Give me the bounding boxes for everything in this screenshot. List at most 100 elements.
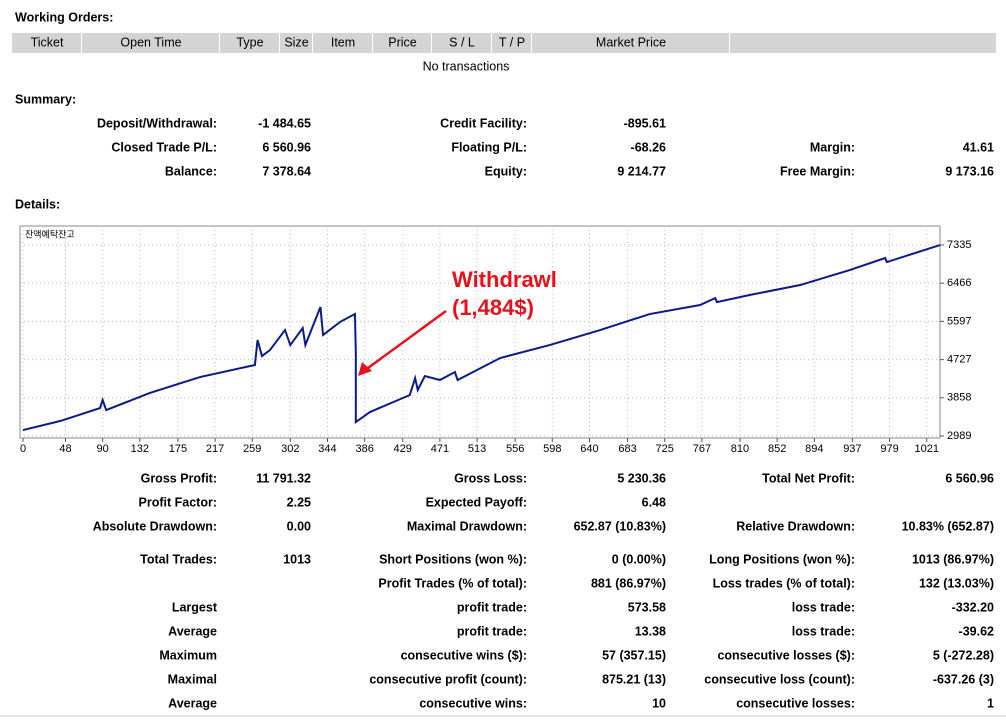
x-tick-label: 0 bbox=[20, 443, 26, 455]
stat-label: Largest bbox=[172, 600, 218, 614]
stat-value: 2.25 bbox=[287, 495, 311, 509]
section-title: Details: bbox=[15, 197, 60, 211]
header-cell bbox=[313, 33, 372, 53]
x-tick-label: 471 bbox=[431, 443, 449, 455]
header-cell bbox=[220, 33, 279, 53]
x-tick-label: 132 bbox=[131, 443, 149, 455]
column-header: Market Price bbox=[596, 35, 666, 49]
stat-value: -1 484.65 bbox=[258, 116, 311, 130]
stat-label: Gross Profit: bbox=[141, 471, 217, 485]
x-tick-label: 979 bbox=[880, 443, 898, 455]
stat-label: consecutive profit (count): bbox=[369, 672, 527, 686]
column-header: S / L bbox=[449, 35, 475, 49]
stat-value: 573.58 bbox=[628, 600, 666, 614]
header-cell bbox=[373, 33, 431, 53]
stat-value: 652.87 (10.83%) bbox=[574, 519, 666, 533]
column-header: Size bbox=[284, 35, 308, 49]
stat-label: loss trade: bbox=[792, 624, 855, 638]
stat-label: Total Net Profit: bbox=[762, 471, 855, 485]
stat-label: Relative Drawdown: bbox=[736, 519, 855, 533]
stat-value: 0.00 bbox=[287, 519, 311, 533]
header-cell bbox=[280, 33, 312, 53]
annotation: (1,484$) bbox=[452, 295, 534, 320]
stat-label: Credit Facility: bbox=[440, 116, 527, 130]
x-tick-label: 259 bbox=[243, 443, 261, 455]
x-tick-label: 386 bbox=[355, 443, 373, 455]
stat-label: Profit Trades (% of total): bbox=[378, 576, 527, 590]
stat-value: 881 (86.97%) bbox=[591, 576, 666, 590]
column-header: Item bbox=[331, 35, 355, 49]
section-title: Summary: bbox=[15, 92, 76, 106]
header-cell bbox=[492, 33, 531, 53]
stat-label: consecutive losses: bbox=[736, 696, 855, 710]
x-tick-label: 48 bbox=[59, 443, 71, 455]
stat-value: -39.62 bbox=[959, 624, 994, 638]
y-tick-label: 7335 bbox=[947, 239, 971, 251]
stat-label: Short Positions (won %): bbox=[379, 552, 527, 566]
stat-value: 9 214.77 bbox=[617, 164, 666, 178]
stat-value: 1 bbox=[987, 696, 994, 710]
x-tick-label: 937 bbox=[843, 443, 861, 455]
stat-value: -332.20 bbox=[952, 600, 994, 614]
y-tick-label: 2989 bbox=[947, 430, 971, 442]
stat-label: Absolute Drawdown: bbox=[93, 519, 217, 533]
x-tick-label: 217 bbox=[206, 443, 224, 455]
stat-value: 6 560.96 bbox=[945, 471, 994, 485]
chart-frame bbox=[19, 225, 941, 439]
empty-text: No transactions bbox=[423, 59, 510, 73]
column-header: Open Time bbox=[120, 35, 181, 49]
x-tick-label: 852 bbox=[768, 443, 786, 455]
x-tick-label: 429 bbox=[394, 443, 412, 455]
header-cell bbox=[730, 33, 996, 53]
x-tick-label: 344 bbox=[318, 443, 336, 455]
stat-value: -637.26 (3) bbox=[933, 672, 994, 686]
stat-label: Average bbox=[168, 624, 217, 638]
stat-label: consecutive wins: bbox=[419, 696, 527, 710]
stat-value: 11 791.32 bbox=[256, 471, 311, 485]
stat-value: 0 (0.00%) bbox=[612, 552, 666, 566]
stat-label: Long Positions (won %): bbox=[709, 552, 855, 566]
stat-value: 6.48 bbox=[642, 495, 666, 509]
stat-value: 5 230.36 bbox=[617, 471, 666, 485]
section-title: Working Orders: bbox=[15, 10, 113, 24]
stat-label: Equity: bbox=[485, 164, 527, 178]
stat-label: Loss trades (% of total): bbox=[713, 576, 855, 590]
annotation: Withdrawl bbox=[452, 267, 557, 292]
stat-label: Free Margin: bbox=[780, 164, 855, 178]
stat-label: Maximal Drawdown: bbox=[407, 519, 527, 533]
header-cell bbox=[532, 33, 729, 53]
y-tick-label: 3858 bbox=[947, 392, 971, 404]
x-tick-label: 90 bbox=[97, 443, 109, 455]
stat-value: 9 173.16 bbox=[945, 164, 994, 178]
stat-label: Profit Factor: bbox=[139, 495, 217, 509]
stat-value: 1013 (86.97%) bbox=[912, 552, 994, 566]
x-tick-label: 683 bbox=[618, 443, 636, 455]
stat-label: Maximum bbox=[159, 648, 217, 662]
stat-value: 13.38 bbox=[635, 624, 666, 638]
column-header: Type bbox=[236, 35, 263, 49]
stat-value: 10.83% (652.87) bbox=[902, 519, 994, 533]
stat-value: 875.21 (13) bbox=[602, 672, 666, 686]
x-tick-label: 810 bbox=[731, 443, 749, 455]
stat-label: profit trade: bbox=[457, 624, 527, 638]
y-tick-label: 5597 bbox=[947, 315, 971, 327]
stat-label: Expected Payoff: bbox=[426, 495, 527, 509]
header-cell bbox=[82, 33, 219, 53]
x-tick-label: 598 bbox=[543, 443, 561, 455]
stat-label: Balance: bbox=[165, 164, 217, 178]
stat-label: consecutive wins ($): bbox=[401, 648, 527, 662]
balance-line bbox=[22, 244, 941, 432]
stat-label: Total Trades: bbox=[140, 552, 217, 566]
header-cell bbox=[12, 33, 81, 53]
stat-label: profit trade: bbox=[457, 600, 527, 614]
stat-label: Deposit/Withdrawal: bbox=[97, 116, 217, 130]
stat-value: 6 560.96 bbox=[262, 140, 311, 154]
stat-value: 132 (13.03%) bbox=[919, 576, 994, 590]
stat-label: Floating P/L: bbox=[451, 140, 527, 154]
stat-label: Average bbox=[168, 696, 217, 710]
stat-label: Margin: bbox=[810, 140, 855, 154]
stat-value: 1013 bbox=[283, 552, 311, 566]
annotation-arrow bbox=[367, 309, 447, 370]
x-tick-label: 302 bbox=[281, 443, 299, 455]
